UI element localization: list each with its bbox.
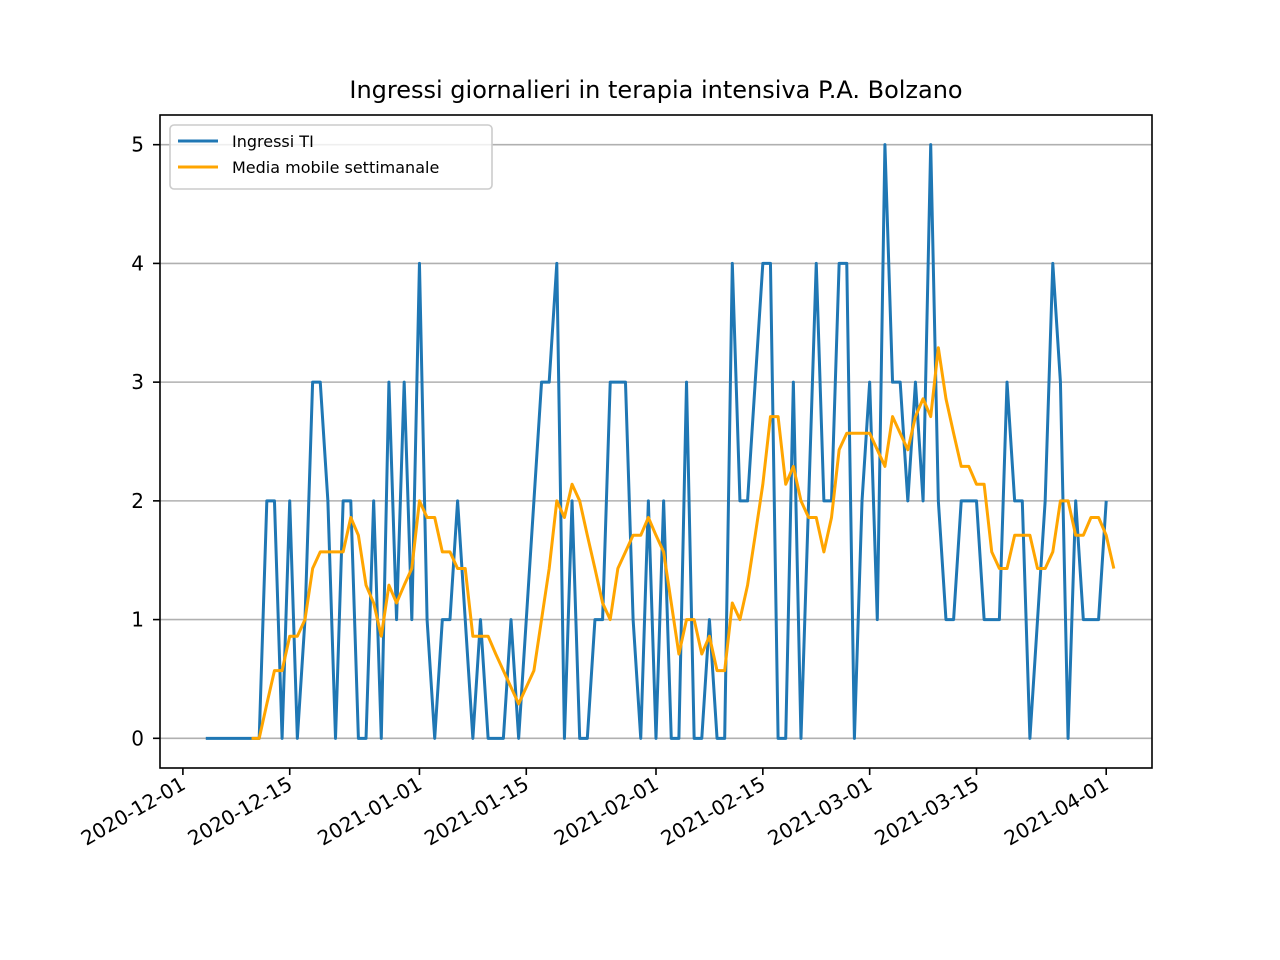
y-tick-label: 1 — [131, 608, 144, 632]
y-tick-label: 4 — [131, 251, 144, 275]
legend-box — [169, 124, 493, 190]
y-tick-label: 2 — [131, 489, 144, 513]
axes-frame — [159, 114, 1153, 769]
chart-title: Ingressi giornalieri in terapia intensiv… — [349, 76, 962, 104]
grid-layer — [160, 143, 1152, 740]
legend: Ingressi TI Media mobile settimanale — [169, 124, 493, 190]
y-tick-label: 5 — [131, 133, 144, 157]
legend-label-1: Ingressi TI — [232, 132, 314, 151]
y-tick-label: 0 — [131, 726, 144, 750]
series-layer — [205, 143, 1116, 740]
series-line-1 — [205, 143, 1108, 740]
series-line-2 — [251, 346, 1116, 740]
y-tick-label: 3 — [131, 370, 144, 394]
legend-label-2: Media mobile settimanale — [232, 158, 439, 177]
